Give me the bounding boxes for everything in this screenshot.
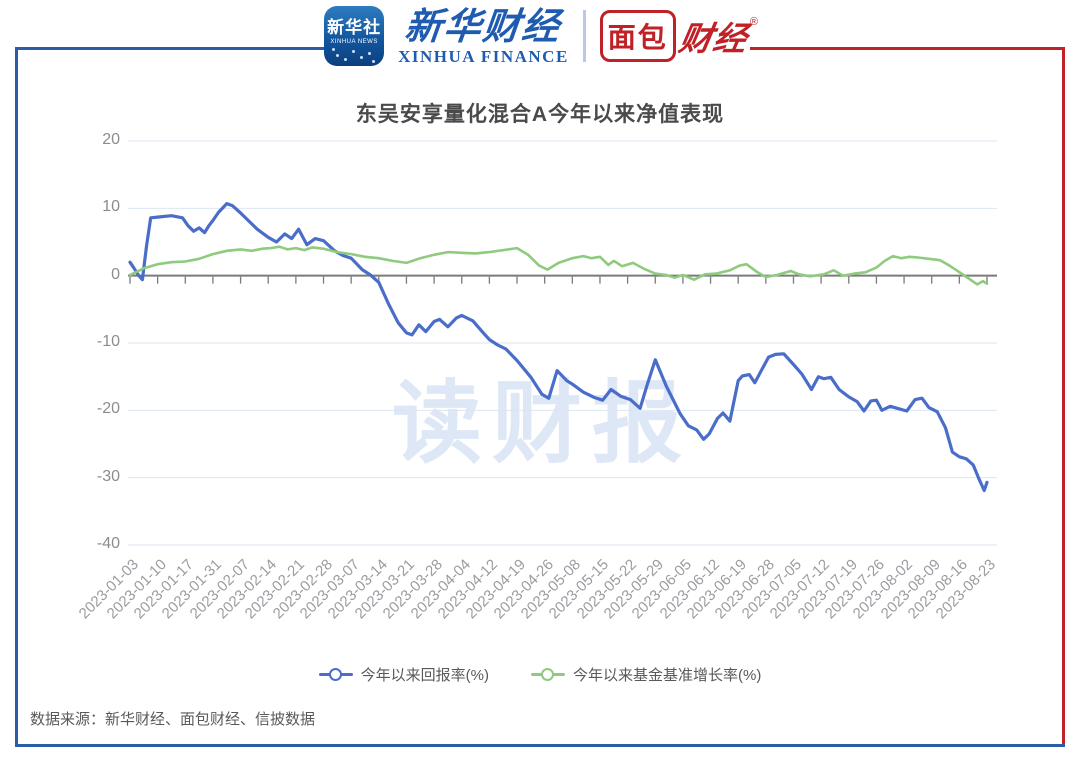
- mianbao-caijing-logo: 面包 财经 ®: [599, 10, 758, 62]
- y-axis-label: -40: [96, 534, 120, 552]
- frame-right-border: [1062, 47, 1065, 747]
- chart-title: 东吴安享量化混合A今年以来净值表现: [355, 103, 725, 126]
- registered-mark: ®: [749, 16, 758, 28]
- network-dots-icon: [352, 50, 356, 53]
- header-divider: [582, 10, 586, 62]
- legend-circle-icon: [328, 668, 342, 681]
- xinhua-news-logo-en: XINHUA NEWS: [330, 39, 378, 45]
- y-axis-label: 20: [102, 131, 120, 148]
- header: 新华社 XINHUA NEWS 新华财经 XINHUA FINANCE 面包 财…: [0, 6, 1080, 66]
- xinhua-news-logo-cn: 新华社: [327, 18, 382, 37]
- y-axis-label: 10: [102, 198, 120, 216]
- mianbao-caijing-logo-boxed: 面包: [599, 10, 676, 62]
- y-axis-label: 0: [111, 265, 120, 283]
- frame-top-red-line: [750, 47, 1065, 50]
- xinhua-finance-logo-cn: 新华财经: [403, 5, 564, 47]
- data-source-note: 数据来源：新华财经、面包财经、信披数据: [30, 711, 316, 728]
- watermark: 读财报: [392, 374, 692, 474]
- xinhua-finance-logo: 新华财经 XINHUA FINANCE: [398, 5, 569, 66]
- frame-top-blue-line: [15, 47, 335, 50]
- series-line-return: [128, 201, 989, 493]
- series-line-benchmark: [128, 245, 989, 286]
- frame-left-border: [15, 47, 18, 747]
- legend-item-return: 今年以来回报率(%): [318, 664, 489, 685]
- legend-label-benchmark: 今年以来基金基准增长率(%): [573, 667, 762, 684]
- frame-bottom-border: [15, 744, 1065, 747]
- xinhua-finance-logo-en: XINHUA FINANCE: [398, 46, 569, 66]
- legend-label-return: 今年以来回报率(%): [360, 667, 489, 684]
- legend-marker-benchmark-icon: [531, 668, 565, 681]
- legend-circle-icon: [541, 668, 554, 681]
- y-axis-label: -30: [96, 467, 120, 485]
- xinhua-news-logo-icon: 新华社 XINHUA NEWS: [324, 6, 385, 66]
- legend-marker-return-icon: [318, 668, 353, 681]
- y-axis-label: -20: [96, 400, 120, 418]
- chart-legend: 今年以来回报率(%) 今年以来基金基准增长率(%): [0, 664, 1080, 685]
- line-chart-plot-area: [128, 140, 997, 546]
- y-axis-label: -10: [96, 332, 120, 350]
- legend-item-benchmark: 今年以来基金基准增长率(%): [531, 664, 761, 685]
- mianbao-caijing-logo-italic: 财经: [676, 20, 751, 57]
